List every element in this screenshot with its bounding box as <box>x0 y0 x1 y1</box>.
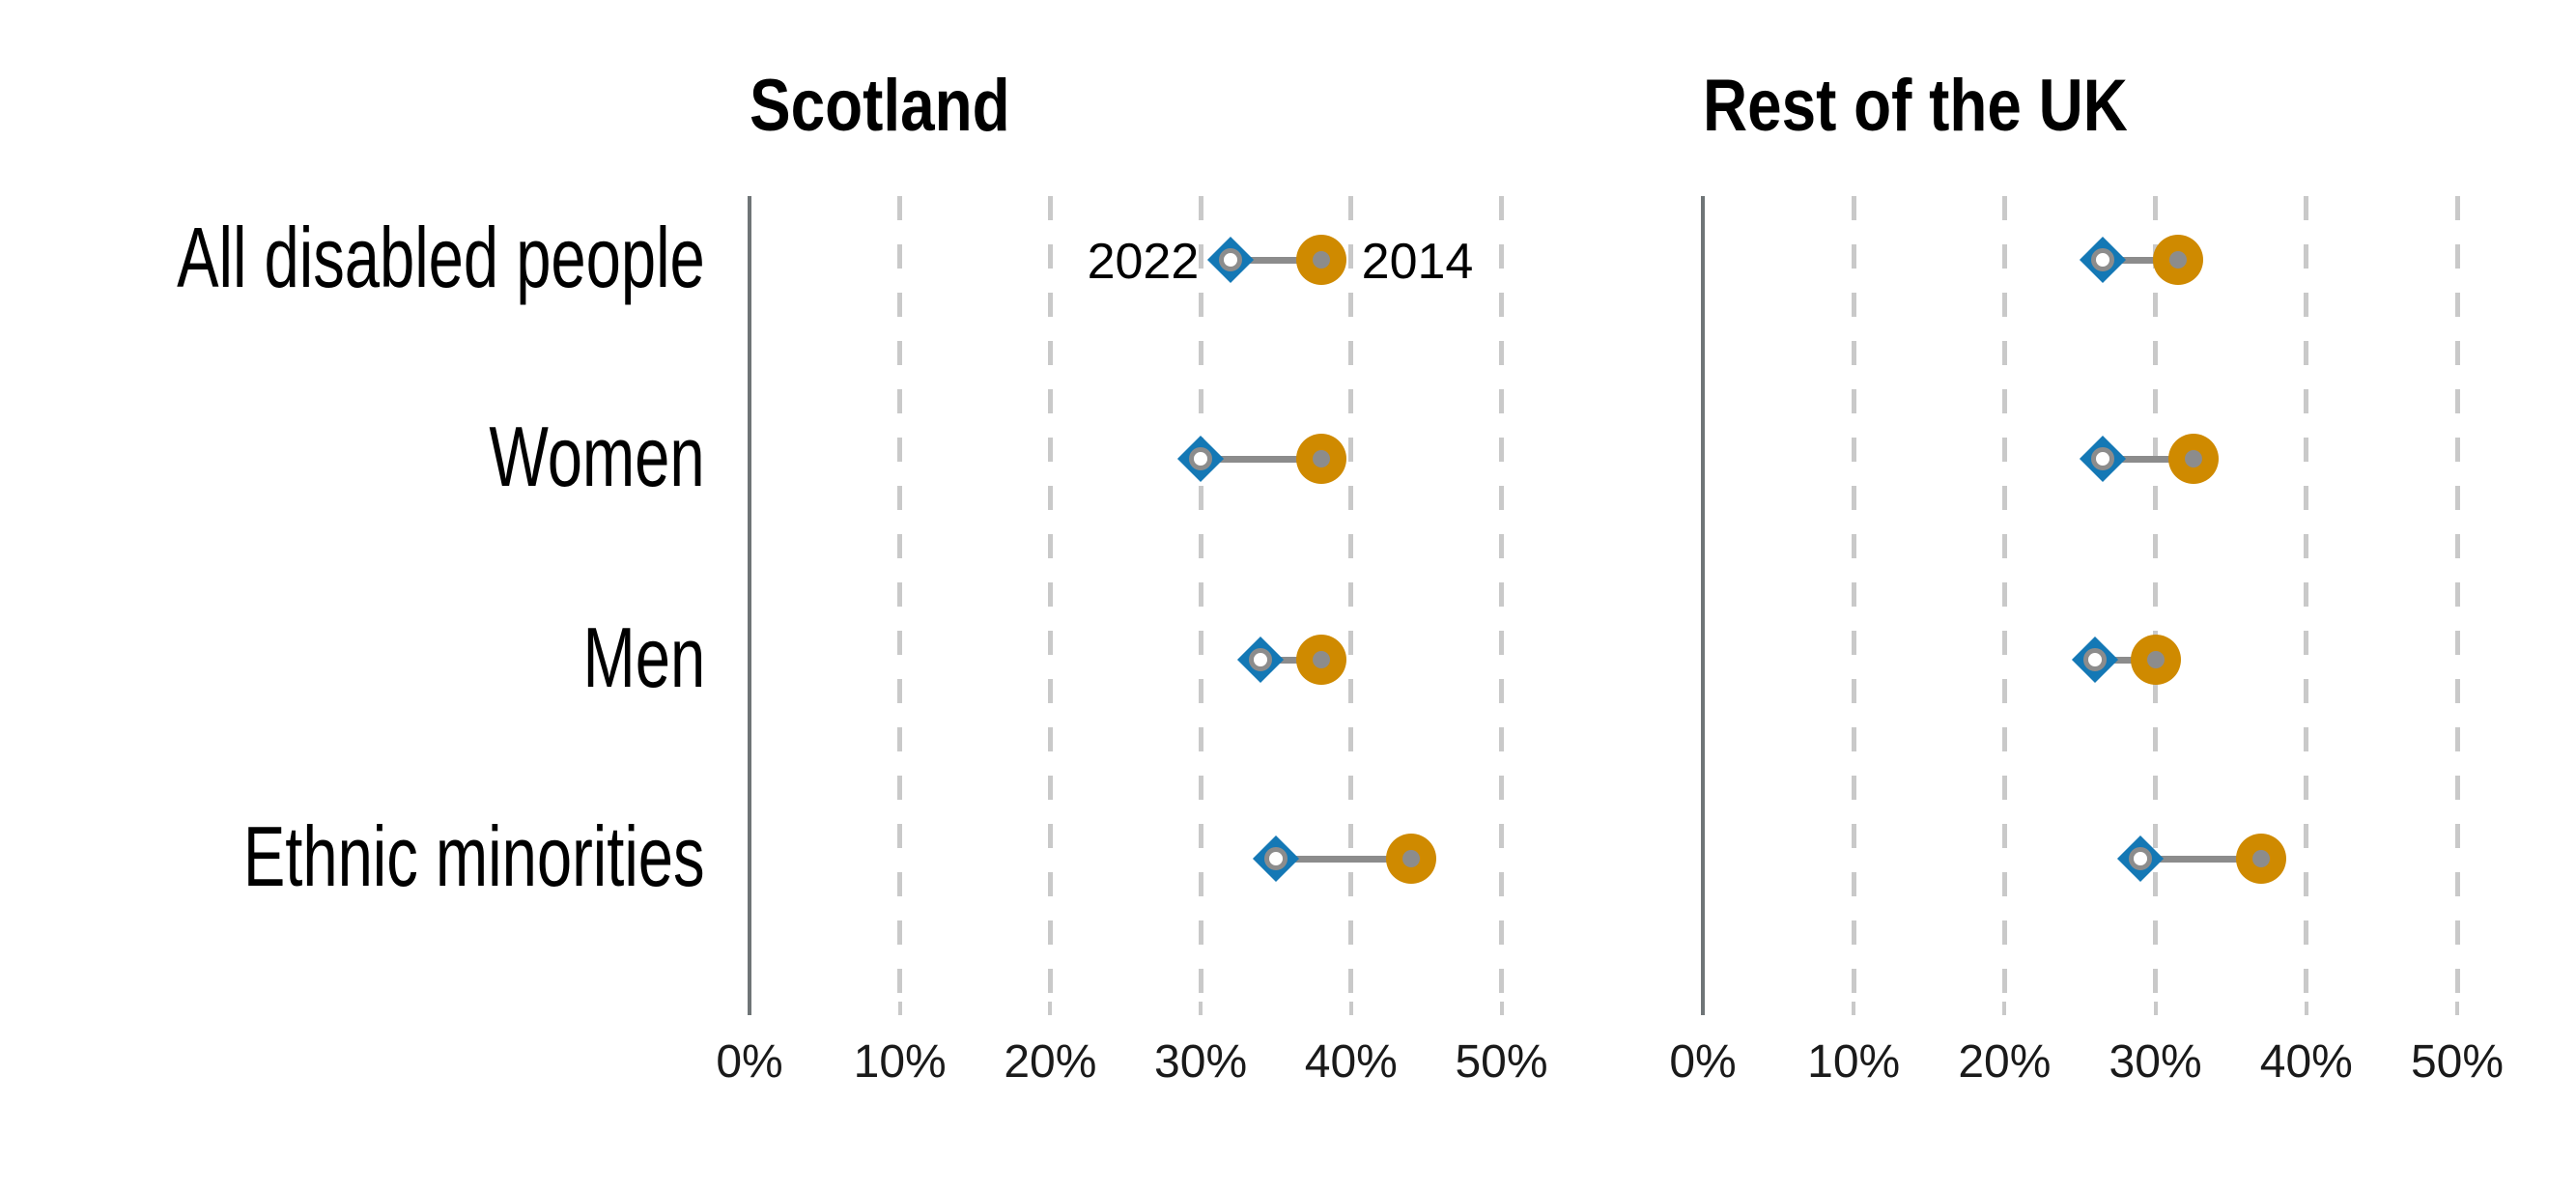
marker-2022-inner-dot <box>1219 248 1243 271</box>
marker-2022-inner-dot <box>1189 447 1213 470</box>
panel-title: Rest of the UK <box>1703 65 2128 147</box>
marker-2014-inner-dot <box>2146 651 2165 668</box>
marker-2022-inner-dot <box>2090 447 2114 470</box>
gridline <box>1198 196 1203 1002</box>
connector-line <box>1231 256 1321 264</box>
x-axis-tick-label: 0% <box>716 1036 783 1088</box>
x-axis-tick <box>1701 1002 1705 1015</box>
marker-2022-inner-dot <box>2128 847 2152 870</box>
connector-line <box>2139 855 2261 863</box>
panel-title: Scotland <box>750 65 1010 147</box>
x-axis-tick <box>1499 1002 1504 1015</box>
x-axis-tick-label: 40% <box>1304 1036 1398 1088</box>
category-label: All disabled people <box>177 209 705 305</box>
x-axis-tick-label: 10% <box>1807 1036 1901 1088</box>
x-axis-tick <box>2455 1002 2459 1015</box>
x-axis-tick-label: 20% <box>1958 1036 2052 1088</box>
gridline <box>1851 196 1856 1002</box>
x-axis-tick <box>748 1002 751 1015</box>
marker-2014-inner-dot <box>2184 450 2202 467</box>
connector-line <box>2095 656 2156 664</box>
x-axis-tick <box>2002 1002 2007 1015</box>
category-label: Ethnic minorities <box>243 807 705 904</box>
connector-line <box>1275 855 1412 863</box>
x-axis-tick-label: 20% <box>1004 1036 1097 1088</box>
x-axis-tick-label: 50% <box>2410 1036 2505 1088</box>
marker-2014-inner-dot <box>1402 850 1421 867</box>
marker-2022-inner-dot <box>2083 648 2108 671</box>
x-axis-tick <box>1852 1002 1856 1015</box>
connector-line <box>2102 256 2179 264</box>
marker-2014-inner-dot <box>2169 251 2188 269</box>
x-axis-tick-label: 30% <box>2109 1036 2202 1088</box>
gridline <box>1499 196 1504 1002</box>
x-axis-tick-label: 50% <box>1455 1036 1548 1088</box>
gridline <box>2304 196 2309 1002</box>
annotation-2014-label: 2014 <box>1361 234 1474 290</box>
gridline <box>1047 196 1053 1002</box>
gridline <box>1348 196 1354 1002</box>
annotation-2022-label: 2022 <box>1087 234 1200 290</box>
x-axis-tick <box>1348 1002 1353 1015</box>
marker-2014-inner-dot <box>1312 450 1330 467</box>
category-label: Women <box>489 408 705 504</box>
marker-2014-inner-dot <box>2251 850 2270 867</box>
marker-2022-inner-dot <box>2090 248 2114 271</box>
marker-2014-inner-dot <box>1312 651 1330 668</box>
x-axis-tick-label: 40% <box>2259 1036 2353 1088</box>
x-axis-tick-label: 30% <box>1154 1036 1248 1088</box>
category-label: Men <box>582 609 705 705</box>
gridline <box>2454 196 2460 1002</box>
marker-2014-inner-dot <box>1312 251 1330 269</box>
gridline <box>2001 196 2007 1002</box>
marker-2022-inner-dot <box>1249 648 1273 671</box>
x-axis-tick-label: 10% <box>853 1036 947 1088</box>
x-axis-tick-label: 0% <box>1669 1036 1737 1088</box>
y-axis-line <box>748 196 751 1002</box>
marker-2022-inner-dot <box>1263 847 1288 870</box>
x-axis-tick <box>1048 1002 1053 1015</box>
x-axis-tick <box>897 1002 902 1015</box>
x-axis-tick <box>2304 1002 2308 1015</box>
gridline <box>897 196 903 1002</box>
x-axis-tick <box>1199 1002 1203 1015</box>
gridline <box>2153 196 2159 1002</box>
connector-line <box>2102 455 2194 463</box>
y-axis-line <box>1701 196 1705 1002</box>
x-axis-tick <box>2153 1002 2158 1015</box>
connector-line <box>1260 656 1321 664</box>
connector-line <box>1201 455 1321 463</box>
